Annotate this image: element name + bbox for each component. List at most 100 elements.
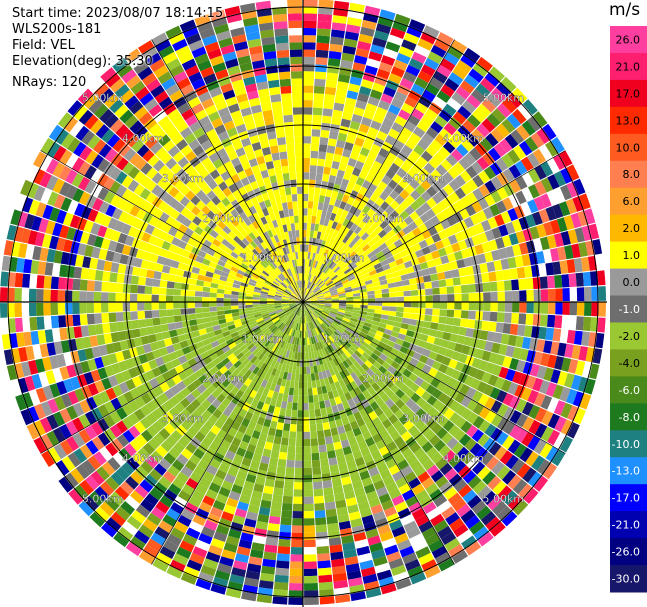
radar-gate bbox=[259, 297, 268, 301]
radar-gate bbox=[246, 287, 255, 292]
radar-gate bbox=[167, 108, 181, 122]
radar-gate bbox=[388, 219, 398, 229]
radar-gate bbox=[303, 482, 313, 490]
radar-gate bbox=[265, 381, 272, 390]
radar-gate bbox=[363, 12, 379, 23]
radar-gate bbox=[392, 224, 402, 234]
radar-gate bbox=[425, 308, 433, 316]
radar-gate bbox=[90, 119, 104, 134]
radar-gate bbox=[461, 100, 477, 114]
radar-gate bbox=[394, 356, 403, 365]
radar-gate bbox=[249, 45, 263, 55]
radar-gate bbox=[362, 573, 378, 584]
radar-gate bbox=[346, 229, 354, 238]
radar-gate bbox=[203, 317, 212, 323]
radar-gate bbox=[49, 235, 59, 250]
radar-gate bbox=[372, 317, 381, 323]
radar-gate bbox=[323, 241, 330, 250]
radar-gate bbox=[141, 46, 158, 60]
radar-gate bbox=[294, 259, 298, 267]
radar-gate bbox=[269, 287, 277, 292]
radar-gate bbox=[241, 249, 250, 257]
radar-gate bbox=[343, 38, 358, 48]
radar-gate bbox=[232, 405, 242, 415]
radar-gate bbox=[263, 223, 271, 232]
radar-gate bbox=[258, 276, 266, 283]
radar-gate bbox=[354, 350, 362, 358]
radar-gate bbox=[333, 579, 349, 589]
radar-gate bbox=[165, 25, 182, 39]
radar-gate bbox=[288, 208, 294, 217]
radar-gate bbox=[235, 325, 244, 332]
radar-gate bbox=[393, 343, 402, 351]
radar-gate bbox=[342, 377, 350, 386]
radar-gate bbox=[338, 335, 346, 343]
radar-gate bbox=[371, 338, 381, 345]
radar-gate bbox=[297, 296, 303, 302]
radar-gate bbox=[99, 446, 113, 461]
radar-gate bbox=[109, 167, 122, 181]
radar-gate bbox=[216, 191, 227, 202]
radar-gate bbox=[315, 307, 323, 312]
radar-gate bbox=[358, 314, 367, 319]
radar-gate bbox=[309, 344, 314, 352]
radar-gate bbox=[335, 329, 343, 336]
radar-gate bbox=[201, 195, 211, 206]
radar-gate bbox=[248, 363, 257, 372]
radar-gate bbox=[339, 432, 348, 442]
radar-gate bbox=[481, 350, 492, 362]
radar-gate bbox=[159, 316, 168, 325]
radar-gate bbox=[303, 410, 309, 418]
radar-gate bbox=[244, 577, 259, 587]
radar-gate bbox=[276, 290, 284, 295]
radar-gate bbox=[325, 328, 332, 336]
radar-gate bbox=[323, 487, 334, 496]
radar-gate bbox=[569, 287, 578, 301]
radar-gate bbox=[186, 559, 203, 572]
radar-gate bbox=[480, 77, 496, 93]
radar-gate bbox=[28, 360, 39, 375]
radar-gate bbox=[361, 328, 369, 335]
radar-gate bbox=[274, 299, 282, 301]
radar-gate bbox=[375, 397, 385, 407]
radar-gate bbox=[238, 186, 247, 196]
radar-gate bbox=[72, 417, 85, 432]
radar-gate bbox=[353, 106, 365, 117]
radar-gate bbox=[461, 138, 474, 152]
radar-gate bbox=[345, 306, 354, 310]
radar-gate bbox=[501, 118, 516, 134]
radar-gate bbox=[462, 470, 477, 484]
radar-gate bbox=[435, 475, 449, 489]
radar-gate bbox=[213, 268, 223, 276]
radar-gate bbox=[287, 445, 296, 454]
radar-gate bbox=[349, 278, 357, 284]
radar-gate bbox=[395, 338, 404, 346]
radar-gate bbox=[415, 386, 426, 397]
radar-gate bbox=[543, 340, 553, 354]
radar-gate bbox=[272, 13, 288, 23]
radar-gate bbox=[216, 302, 224, 307]
radar-gate bbox=[352, 307, 361, 311]
radar-gate bbox=[303, 35, 316, 43]
radar-gate bbox=[490, 190, 502, 203]
radar-gate bbox=[145, 351, 155, 362]
radar-gate bbox=[421, 401, 432, 413]
radar-gate bbox=[321, 286, 328, 292]
radar-gate bbox=[459, 80, 475, 94]
radar-gate bbox=[351, 253, 359, 261]
radar-gate bbox=[373, 313, 382, 319]
radar-gate bbox=[135, 86, 150, 101]
radar-gate bbox=[280, 195, 287, 204]
radar-gate bbox=[356, 494, 368, 504]
radar-gate bbox=[213, 344, 222, 353]
radar-gate bbox=[323, 294, 332, 298]
radar-gate bbox=[409, 533, 425, 546]
radar-gate bbox=[482, 471, 496, 485]
radar-gate bbox=[272, 280, 280, 287]
radar-gate bbox=[511, 219, 523, 233]
radar-gate bbox=[559, 329, 569, 343]
radar-gate bbox=[405, 231, 416, 241]
radar-gate bbox=[504, 134, 519, 149]
radar-gate bbox=[91, 246, 101, 259]
radar-gate bbox=[289, 260, 294, 268]
